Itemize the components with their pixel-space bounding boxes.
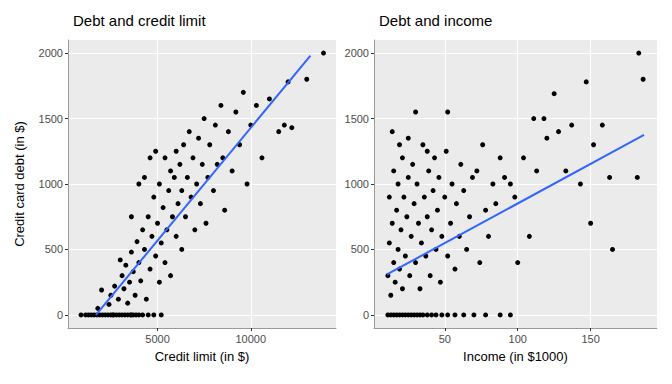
svg-text:100: 100: [509, 333, 527, 345]
svg-text:Debt and credit limit: Debt and credit limit: [73, 12, 206, 29]
svg-text:150: 150: [581, 333, 599, 345]
svg-text:Credit limit (in $): Credit limit (in $): [155, 349, 250, 364]
svg-text:1000: 1000: [39, 178, 63, 190]
svg-text:50: 50: [439, 333, 451, 345]
svg-text:500: 500: [45, 243, 63, 255]
svg-text:10000: 10000: [235, 333, 266, 345]
svg-text:0: 0: [363, 309, 369, 321]
svg-text:2000: 2000: [39, 47, 63, 59]
svg-text:1000: 1000: [345, 178, 369, 190]
svg-text:0: 0: [57, 309, 63, 321]
svg-text:1500: 1500: [39, 113, 63, 125]
svg-text:500: 500: [351, 243, 369, 255]
svg-text:Income (in $1000): Income (in $1000): [463, 349, 568, 364]
svg-text:2000: 2000: [345, 47, 369, 59]
svg-text:Debt and income: Debt and income: [379, 12, 492, 29]
svg-text:5000: 5000: [145, 333, 169, 345]
svg-text:Credit card debt (in $): Credit card debt (in $): [12, 121, 27, 247]
svg-text:1500: 1500: [345, 113, 369, 125]
